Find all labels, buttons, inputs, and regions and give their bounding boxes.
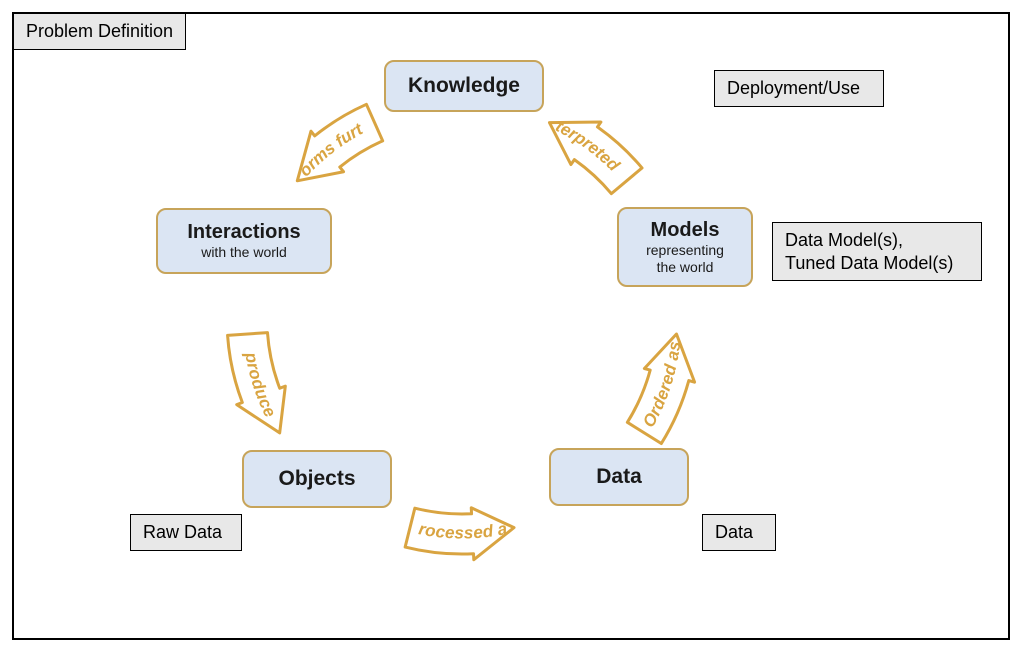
tag-data-text: Data (715, 522, 753, 542)
tag-raw-data-text: Raw Data (143, 522, 222, 542)
frame-title-tag: Problem Definition (14, 14, 186, 50)
arrow-objects-to-data (405, 508, 514, 560)
arc-label-produce: produce (241, 350, 280, 420)
tag-raw-data: Raw Data (130, 514, 242, 551)
node-data-label: Data (596, 465, 642, 489)
frame-title-text: Problem Definition (26, 21, 173, 41)
node-models: Models representingthe world (617, 207, 753, 287)
arrow-interactions-to-objects (228, 333, 286, 433)
arrow-models-to-knowledge (549, 122, 642, 194)
arc-label-ordered-as: Ordered as (639, 340, 684, 430)
tag-data-models-text: Data Model(s),Tuned Data Model(s) (785, 230, 953, 273)
node-models-sub: representingthe world (646, 242, 724, 274)
diagram-frame: Problem Definition Informs furtherproduc… (12, 12, 1010, 640)
node-objects: Objects (242, 450, 392, 508)
node-interactions-label: Interactions (187, 221, 300, 244)
arrow-knowledge-to-interactions (297, 104, 382, 180)
tag-data-models: Data Model(s),Tuned Data Model(s) (772, 222, 982, 281)
node-objects-label: Objects (278, 467, 355, 491)
node-knowledge: Knowledge (384, 60, 544, 112)
node-models-label: Models (651, 219, 720, 242)
arrow-data-to-models (627, 334, 694, 444)
node-data: Data (549, 448, 689, 506)
node-interactions-sub: with the world (201, 244, 287, 260)
tag-data: Data (702, 514, 776, 551)
node-interactions: Interactions with the world (156, 208, 332, 274)
tag-deployment: Deployment/Use (714, 70, 884, 107)
tag-deployment-text: Deployment/Use (727, 78, 860, 98)
node-knowledge-label: Knowledge (408, 74, 520, 98)
